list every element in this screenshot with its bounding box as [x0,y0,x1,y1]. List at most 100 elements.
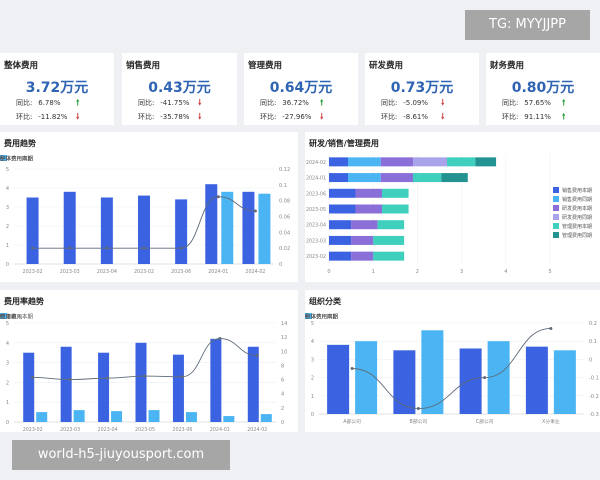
line-point [483,376,487,380]
x-tick-label: 2023-06 [172,427,192,432]
arrow-up-icon: 🠕 [562,98,566,107]
bar-segment [447,157,476,167]
bar [355,341,378,414]
watermark-top: TG: MYYJJPP [465,10,590,40]
y-right-tick-label: 0 [589,357,592,363]
y-right-tick-label: 0 [281,420,284,426]
x-tick-label: 2024-01 [210,427,230,432]
kpi-title: 财务费用 [490,61,525,71]
kpi-row-value: -8.61% [403,113,428,121]
line-point [105,246,109,250]
kpi-card-admin: 管理费用 0.64万元 同比: 36.72% 🠕 环比: -27.96% 🠗 [244,53,358,125]
x-tick-label: A部公司 [343,418,361,425]
arrow-up-icon: 🠕 [76,98,80,107]
line-point [179,246,183,250]
kpi-card-total: 整体费用 3.72万元 同比: 6.78% 🠕 环比: -11.82% 🠗 [0,53,114,125]
panel-department-expense: 研发/销售/管理费用 0 1 2 3 4 5 2024-02 2024-01 2023-06 20… [305,132,600,282]
bar [111,411,123,422]
y-tick-label: 2023-02 [306,254,326,260]
line-point [216,195,220,199]
line-point [416,407,420,411]
line-point [68,246,72,250]
bar-segment [348,157,381,167]
bar-segment [373,251,405,261]
bar [459,348,482,414]
y-tick-label: 2023-06 [306,191,326,197]
y-right-tick-label: 4 [281,392,284,398]
kpi-row-value: -41.75% [160,99,190,107]
x-tick-label: 5 [548,269,551,275]
kpi-title: 研发费用 [369,61,404,71]
x-tick-label: 0 [327,269,330,275]
kpi-value: 0.80万元 [511,80,575,96]
panel-title: 研发/销售/管理费用 [309,139,379,148]
y-right-tick-label: 0 [279,262,282,268]
panel-org-category: 组织分类 整体费用本期 整体费用同期 整体费用同比 0 1 2 3 4 5 -0.3 -0.2 -0.… [305,290,600,432]
y-right-tick-label: 14 [281,321,287,327]
bar [98,352,110,422]
bar [63,191,76,264]
kpi-row-label: 环比: [381,113,398,121]
kpi-value: 3.72万元 [25,80,89,96]
legend-label: 费用率 [0,313,17,321]
y-right-tick-label: 0.06 [279,215,290,221]
y-right-tick-label: 0.1 [589,339,597,345]
y-right-tick-label: -0.1 [589,376,599,382]
y-right-tick-label: 0.1 [279,183,287,189]
arrow-down-icon: 🠗 [441,112,445,121]
arrow-up-icon: 🠕 [320,98,324,107]
bar [148,410,160,422]
legend-swatch [0,313,7,319]
y-tick-label: 1 [6,400,9,406]
legend-swatch [305,314,307,318]
y-tick-label: 2023-03 [306,238,326,244]
kpi-row-label: 同比: [502,99,519,107]
arrow-down-icon: 🠗 [441,98,445,107]
line-point [255,354,259,358]
y-right-tick-label: -0.3 [589,412,599,418]
legend-swatch [0,156,2,160]
x-tick-label: 2023-02 [134,269,154,275]
legend-swatch [0,314,2,318]
kpi-row-label: 同比: [138,99,155,107]
bar-segment [355,204,383,214]
x-tick-label: B部公司 [410,418,428,425]
x-tick-label: 2024-02 [245,269,265,275]
bar-segment [329,173,349,183]
y-tick-label: 3 [6,361,9,367]
bar [60,346,72,422]
bar [221,191,234,264]
y-tick-label: 2023-04 [306,223,326,229]
y-tick-label: 0 [6,262,9,268]
y-tick-label: 0 [6,420,9,426]
x-tick-label: 2023-04 [97,269,117,275]
legend-label: 销售费用同期 [562,196,592,203]
legend-label: 销售费用本期 [562,187,592,194]
kpi-row-label: 环比: [16,113,33,121]
bar [223,416,235,422]
panel-title: 费用趋势 [4,139,36,148]
x-tick-label: X分事业 [542,418,560,425]
legend-label: 管理费用本期 [562,223,592,230]
arrow-up-icon: 🠕 [562,112,566,121]
bar [73,410,85,422]
y-right-tick-label: 2 [281,406,284,412]
legend-swatch [553,223,559,229]
y-tick-label: 1 [311,394,314,400]
x-tick-label: 2023-04 [98,427,118,432]
bar-segment [382,204,409,214]
legend-swatch [305,313,312,319]
legend-label: 整体费用本期 [0,313,34,321]
bar-segment [329,188,356,198]
kpi-card-rnd: 研发费用 0.73万元 同比: -5.09% 🠗 环比: -8.61% 🠗 [365,53,479,125]
y-tick-label: 3 [311,357,314,363]
kpi-row-value: 91.11% [524,113,551,121]
y-right-tick-label: 6 [281,378,284,384]
bar [242,191,255,264]
bar-segment [380,173,413,183]
bar-segment [329,220,352,230]
arrow-down-icon: 🠗 [198,98,202,107]
legend-label: 研发费用同期 [562,214,592,221]
y-tick-label: 1 [6,243,9,249]
y-tick-label: 2 [6,380,9,386]
